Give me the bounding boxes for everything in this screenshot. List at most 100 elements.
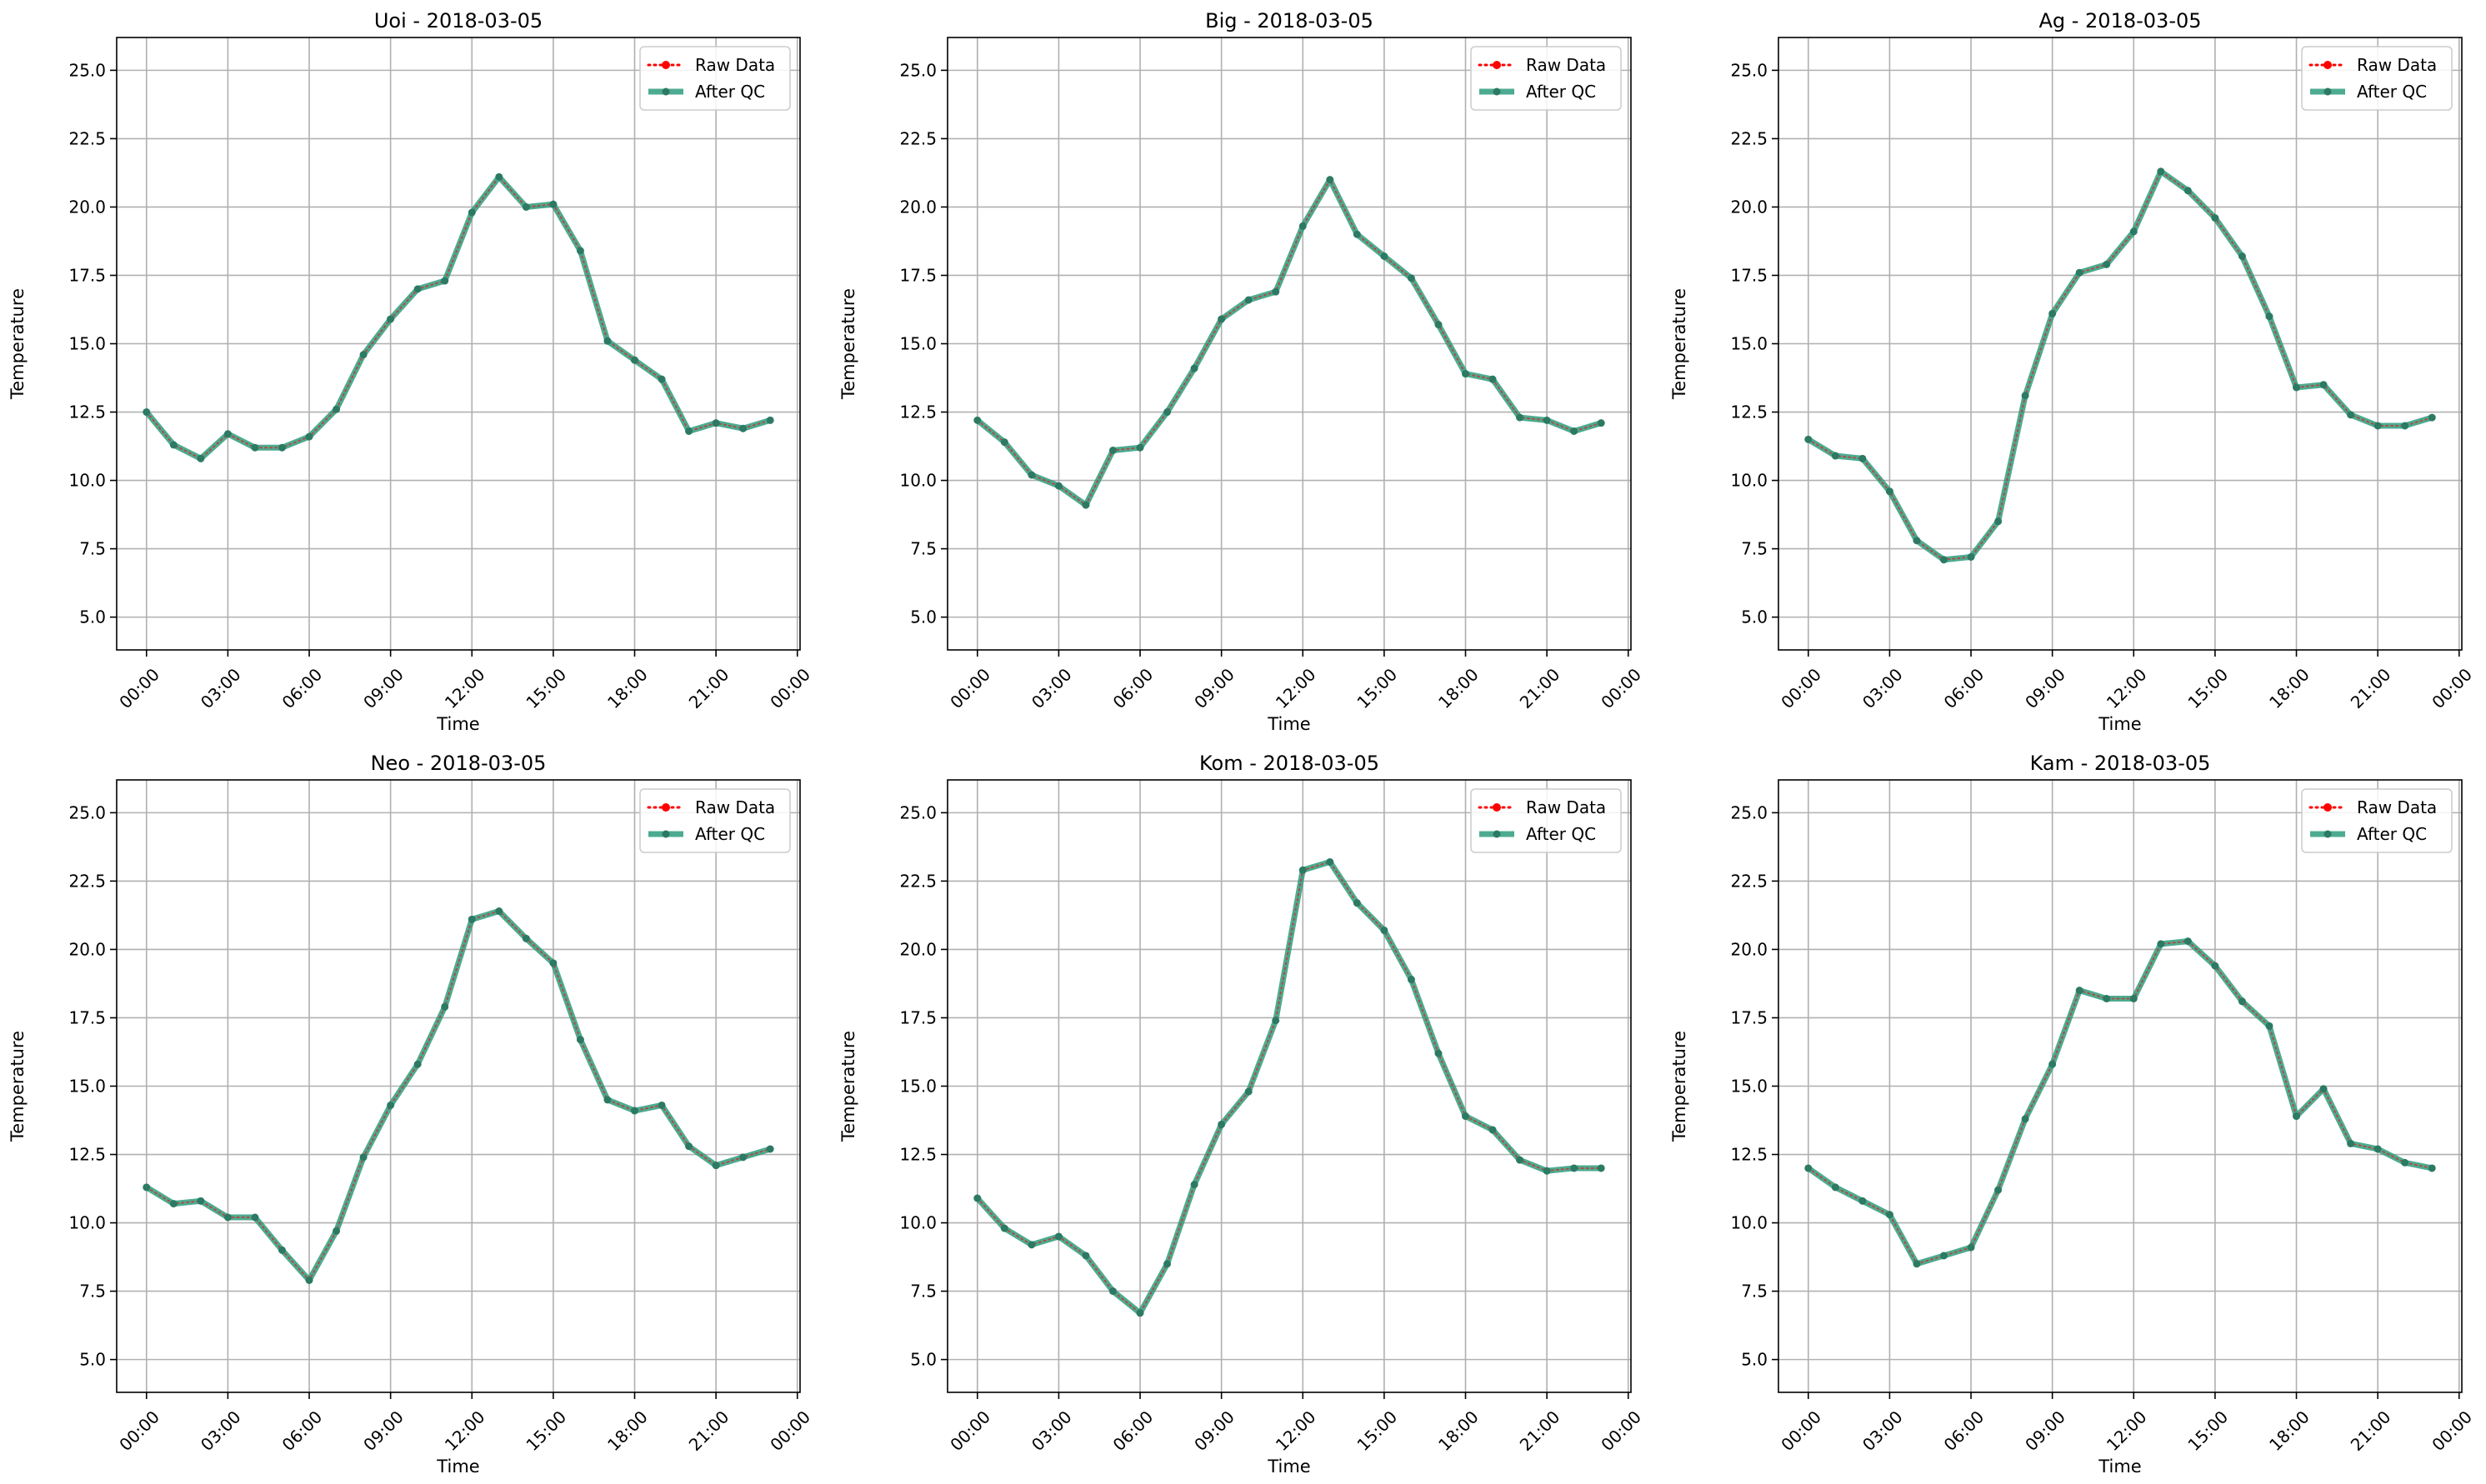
data-point — [1054, 482, 1063, 490]
legend-marker-raw-data — [2323, 61, 2332, 69]
y-axis: 5.0 7.5 10.0 12.5 15.0 17.5 20.0 22.5 25.0 — [899, 60, 948, 627]
data-point — [1994, 1186, 2003, 1194]
y-tick-label: 7.5 — [910, 539, 937, 559]
series-line-raw-data — [1807, 170, 2433, 561]
x-axis: 00:00 03:00 06:00 09:00 12:00 15:00 18:00 21:00… — [1777, 1392, 2476, 1455]
data-point — [739, 1153, 748, 1162]
legend-label-raw-data: Raw Data — [1526, 55, 1606, 75]
x-tick-label: 21:00 — [2347, 664, 2395, 712]
data-point — [2428, 413, 2436, 422]
grid — [948, 37, 1631, 650]
x-tick-label: 12:00 — [2103, 664, 2151, 712]
legend: Raw Data After QC — [2301, 46, 2453, 111]
data-point — [359, 1153, 368, 1162]
data-point — [2211, 962, 2219, 970]
data-point — [1858, 1197, 1867, 1205]
data-point — [685, 1142, 693, 1151]
legend-label-after-qc: After QC — [695, 824, 765, 844]
y-tick-label: 7.5 — [1741, 1282, 1768, 1302]
data-point — [305, 432, 313, 441]
x-tick-label: 18:00 — [1434, 664, 1483, 712]
data-point — [2211, 214, 2219, 222]
series-after-qc — [1805, 938, 2435, 1267]
data-point — [333, 1227, 341, 1235]
y-tick-label: 17.5 — [68, 1007, 106, 1027]
data-point — [1218, 315, 1226, 323]
y-tick-label: 20.0 — [68, 197, 106, 217]
data-point — [1326, 857, 1334, 866]
x-tick-label: 00:00 — [2428, 1407, 2476, 1455]
y-tick-label: 5.0 — [79, 1350, 106, 1370]
legend-marker-raw-data — [662, 61, 670, 69]
data-point — [2319, 1085, 2328, 1093]
y-tick-label: 20.0 — [899, 197, 937, 217]
y-tick-label: 22.5 — [68, 128, 106, 148]
x-axis-label: Time — [2098, 1457, 2141, 1477]
data-point — [1939, 1252, 1948, 1260]
grid — [948, 780, 1631, 1392]
data-point — [1597, 419, 1605, 427]
y-tick-label: 10.0 — [1730, 471, 1768, 491]
series-raw-data — [145, 175, 772, 460]
data-point — [143, 408, 151, 417]
data-point — [2428, 1164, 2436, 1172]
data-point — [2265, 1022, 2273, 1030]
legend-label-after-qc: After QC — [2357, 824, 2427, 844]
x-axis-label: Time — [436, 1457, 479, 1477]
data-point — [359, 351, 368, 359]
data-point — [522, 934, 530, 942]
legend-marker-after-qc — [2323, 830, 2332, 838]
x-tick-label: 00:00 — [1777, 664, 1825, 712]
x-tick-label: 21:00 — [685, 1407, 733, 1455]
x-tick-label: 18:00 — [1434, 1407, 1483, 1455]
data-point — [169, 1200, 178, 1208]
data-point — [1543, 416, 1551, 424]
x-tick-label: 18:00 — [603, 664, 652, 712]
data-points — [973, 857, 1605, 1317]
data-point — [223, 1213, 232, 1222]
x-tick-label: 09:00 — [2021, 1407, 2069, 1455]
data-point — [1000, 438, 1008, 447]
data-point — [1967, 1243, 1975, 1252]
y-tick-label: 22.5 — [1730, 871, 1768, 891]
legend-marker-after-qc — [662, 830, 670, 838]
data-point — [712, 1162, 720, 1170]
data-point — [1407, 274, 1415, 282]
x-tick-label: 00:00 — [1597, 1407, 1645, 1455]
y-axis: 5.0 7.5 10.0 12.5 15.0 17.5 20.0 22.5 25.0 — [68, 60, 117, 627]
data-point — [2048, 1060, 2057, 1068]
data-point — [169, 441, 178, 449]
x-tick-label: 00:00 — [1777, 1407, 1825, 1455]
data-point — [973, 416, 982, 424]
data-point — [2021, 392, 2029, 400]
data-point — [1108, 446, 1117, 454]
x-tick-label: 06:00 — [1940, 1407, 1988, 1455]
data-point — [1939, 556, 1948, 564]
series-after-qc — [143, 908, 773, 1283]
data-point — [1380, 252, 1388, 260]
data-point — [2157, 940, 2165, 948]
x-tick-label: 21:00 — [2347, 1407, 2395, 1455]
data-point — [2265, 312, 2273, 321]
series-after-qc — [143, 173, 773, 462]
x-tick-label: 00:00 — [1597, 664, 1645, 712]
data-point — [495, 907, 503, 915]
grid — [1778, 780, 2462, 1392]
x-tick-label: 06:00 — [1109, 664, 1158, 712]
x-tick-label: 06:00 — [278, 1407, 327, 1455]
chart-svg: Neo - 2018-03-05 00:00 03:00 06:00 09:00 12:0… — [8, 752, 814, 1477]
legend-label-after-qc: After QC — [2357, 82, 2427, 102]
series-line-after-qc — [143, 908, 773, 1283]
data-point — [2021, 1115, 2029, 1123]
data-point — [2319, 381, 2328, 389]
y-tick-label: 7.5 — [79, 1282, 106, 1302]
data-point — [2183, 187, 2192, 195]
x-tick-label: 12:00 — [2103, 1407, 2151, 1455]
y-tick-label: 17.5 — [1730, 265, 1768, 285]
series-raw-data — [1807, 940, 2433, 1265]
data-point — [1380, 926, 1388, 934]
data-point — [495, 172, 503, 181]
data-point — [1913, 537, 1921, 545]
chart-svg: Ag - 2018-03-05 00:00 03:00 06:00 09:00 12:00… — [1669, 9, 2476, 734]
data-point — [1108, 1287, 1117, 1296]
